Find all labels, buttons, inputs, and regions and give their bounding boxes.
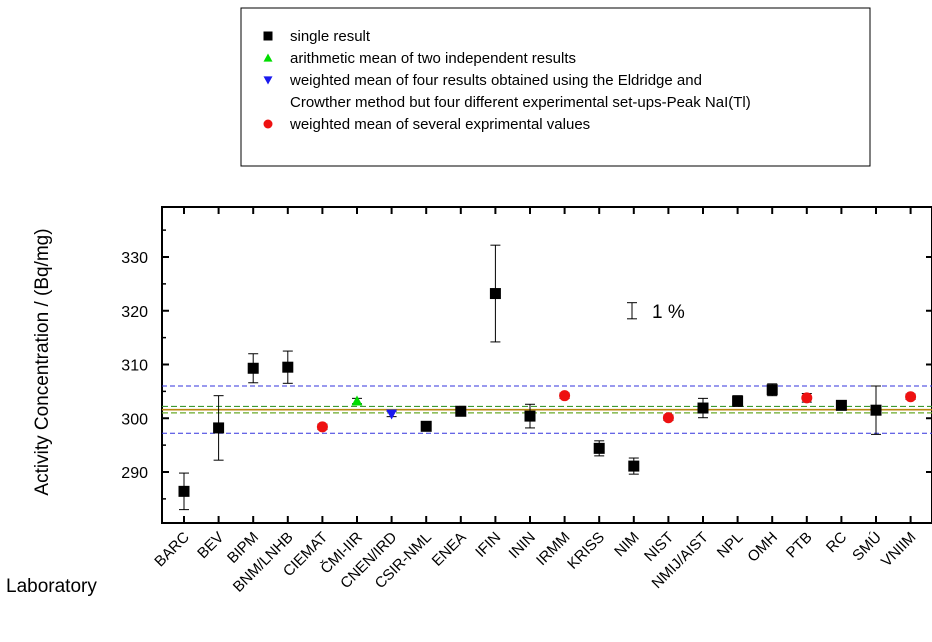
marker-circle: [801, 392, 813, 404]
category-label: RC: [823, 529, 850, 556]
marker-square: [732, 395, 744, 407]
data-point: [455, 405, 467, 417]
category-label: VNIIM: [878, 529, 919, 570]
y-axis-title: Activity Concentration / (Bq/mg): [32, 228, 53, 495]
y-tick-label: 310: [121, 358, 148, 375]
one-percent-annotation: 1 %: [627, 302, 685, 323]
data-point: [524, 403, 536, 429]
one-percent-label: 1 %: [652, 302, 685, 323]
data-point: [697, 397, 709, 419]
legend-entry-2-line-1: Crowther method but four different exper…: [290, 94, 751, 111]
axis-ticks: [162, 207, 932, 523]
legend-entry-0-line-0: single result: [290, 28, 371, 45]
reference-lines: [162, 385, 932, 434]
marker-square: [455, 405, 467, 417]
category-label: BEV: [194, 529, 227, 562]
category-label: PTB: [783, 529, 816, 562]
data-point: [766, 383, 778, 397]
marker-triangle-up: [351, 395, 363, 406]
marker-square: [489, 288, 501, 300]
legend-marker-square: [263, 31, 273, 41]
legend-box: [240, 7, 871, 167]
category-label: BARC: [151, 529, 193, 571]
y-tick-label: 320: [121, 304, 148, 321]
legend-marker-triangle-up: [263, 53, 273, 62]
data-point: [420, 420, 432, 432]
category-label: ENEA: [429, 529, 470, 570]
marker-square: [420, 420, 432, 432]
data-point: [386, 409, 398, 420]
y-tick-label: 300: [121, 411, 148, 428]
marker-square: [628, 460, 640, 472]
legend-entry-1-line-0: arithmetic mean of two independent resul…: [290, 50, 576, 67]
marker-circle: [905, 391, 917, 403]
category-labels: BARC BEVBIPMBNM/LNHBCIEMATČMI-IIRCNEN/IRD…: [151, 529, 919, 596]
data-point: [316, 421, 328, 433]
data-point: [213, 395, 225, 461]
legend-entry-3-line-0: weighted mean of several exprimental val…: [289, 116, 590, 133]
category-label: KRISS: [564, 529, 608, 573]
category-label: NPL: [714, 529, 747, 562]
legend-marker-circle: [263, 119, 273, 129]
marker-square: [247, 362, 259, 374]
marker-square: [282, 361, 294, 373]
marker-triangle-down: [386, 409, 398, 420]
y-tick-label: 290: [121, 465, 148, 482]
x-axis-title: Laboratory: [6, 576, 97, 597]
data-point: [247, 353, 259, 384]
marker-square: [870, 404, 882, 416]
category-label: OMH: [744, 529, 781, 566]
category-label: NIM: [611, 529, 642, 560]
data-points: [178, 244, 917, 511]
marker-circle: [662, 412, 674, 424]
marker-square: [178, 485, 190, 497]
marker-circle: [559, 390, 571, 402]
data-point: [870, 385, 882, 435]
plot-frame: [161, 206, 932, 524]
marker-square: [593, 442, 605, 454]
data-point: [905, 391, 917, 403]
data-point: [628, 457, 640, 475]
data-point: [835, 399, 847, 411]
data-point: [178, 472, 190, 511]
marker-square: [697, 402, 709, 414]
data-point: [489, 244, 501, 343]
legend-entry-2-line-0: weighted mean of four results obtained u…: [289, 72, 702, 89]
data-point: [662, 412, 674, 424]
data-point: [351, 395, 363, 406]
data-point: [282, 350, 294, 384]
legend: single result arithmetic mean of two inde…: [240, 7, 871, 167]
marker-square: [835, 399, 847, 411]
y-tick-label: 330: [121, 250, 148, 267]
marker-square: [524, 410, 536, 422]
data-point: [732, 395, 744, 407]
data-point: [801, 392, 813, 404]
data-point: [593, 440, 605, 457]
data-point: [559, 390, 571, 402]
legend-marker-triangle-down: [263, 76, 273, 85]
marker-circle: [316, 421, 328, 433]
marker-square: [766, 384, 778, 396]
y-tick-labels: 290 300 310 320 330: [121, 250, 148, 482]
category-label: IFIN: [472, 529, 504, 561]
marker-square: [213, 422, 225, 434]
